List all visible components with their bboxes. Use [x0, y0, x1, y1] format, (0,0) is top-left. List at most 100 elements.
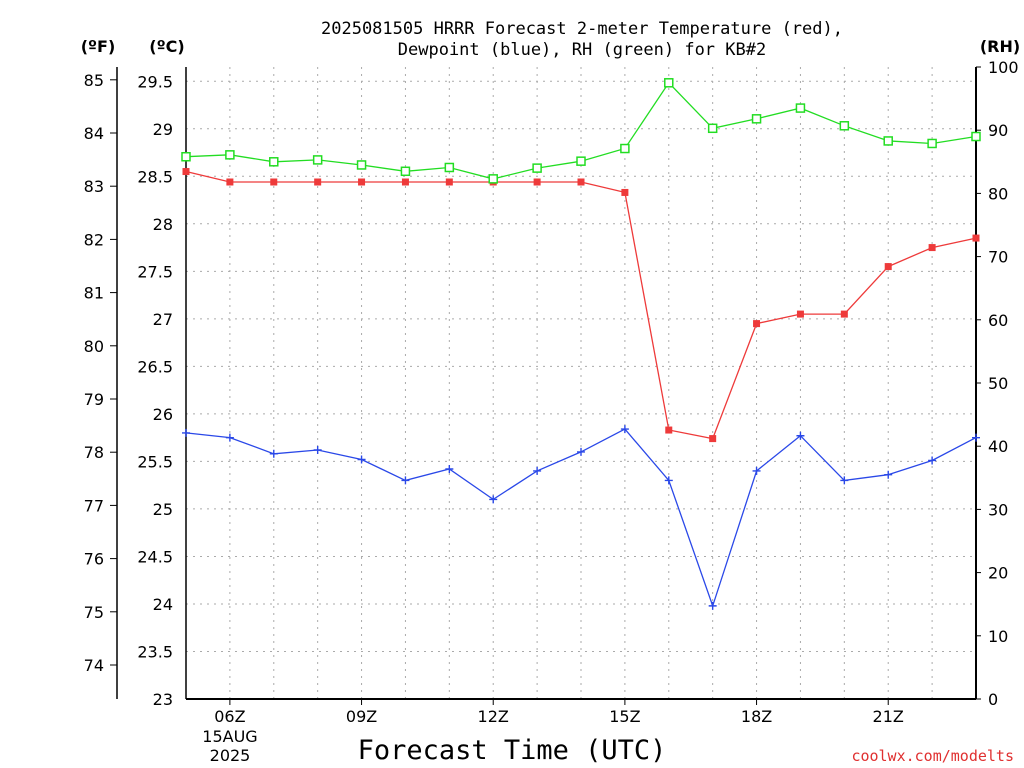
dewpoint-data-point — [752, 466, 761, 475]
rh-tick-label: 0 — [988, 690, 998, 709]
fahrenheit-tick-label: 85 — [84, 71, 104, 90]
x-tick-label: 18Z — [741, 707, 772, 726]
rh-tick-label: 100 — [988, 58, 1019, 77]
fahrenheit-tick-label: 75 — [84, 603, 104, 622]
celsius-tick-label: 27 — [153, 310, 173, 329]
x-tick-label: 15Z — [609, 707, 640, 726]
celsius-tick-label: 23.5 — [137, 642, 173, 661]
rh-tick-label: 60 — [988, 311, 1008, 330]
rh-data-point — [181, 151, 191, 162]
dewpoint-data-point — [708, 601, 717, 610]
rh-data-point — [707, 123, 718, 134]
fahrenheit-tick-label: 83 — [84, 177, 104, 196]
temperature-data-point — [358, 178, 366, 186]
fahrenheit-tick-label: 76 — [84, 550, 104, 569]
dewpoint-data-point — [928, 456, 937, 465]
temperature-data-point — [665, 426, 673, 434]
celsius-tick-label: 24.5 — [137, 547, 173, 566]
temperature-data-point — [226, 178, 234, 186]
axes: 06Z 09Z 12Z 15Z 18Z 21Z 23 23.5 24 24.5 25 25.5 26 26… — [84, 58, 1019, 726]
rh-data-point — [400, 166, 411, 177]
fahrenheit-tick-label: 81 — [84, 284, 104, 303]
temperature-data-point — [314, 178, 322, 186]
fahrenheit-tick-label: 77 — [84, 496, 104, 515]
rh-data-point — [269, 157, 279, 167]
rh-data-point — [795, 103, 806, 113]
dewpoint-data-point — [664, 476, 673, 485]
rh-data-point — [356, 160, 367, 170]
celsius-axis-unit: (ºC) — [149, 37, 184, 56]
fahrenheit-tick-label: 82 — [84, 230, 104, 249]
grid-lines — [186, 67, 976, 700]
chart-title-line-1: 2025081505 HRRR Forecast 2-meter Tempera… — [321, 19, 843, 39]
rh-data-point — [444, 162, 455, 173]
temperature-data-point — [577, 178, 585, 186]
rh-data-point — [927, 138, 937, 149]
celsius-tick-label: 24 — [153, 595, 173, 614]
rh-tick-label: 10 — [988, 627, 1008, 646]
fahrenheit-tick-label: 78 — [84, 443, 104, 462]
temperature-data-point — [621, 188, 629, 196]
temperature-data-point — [972, 234, 980, 242]
dewpoint-data-point — [884, 470, 893, 479]
dewpoint-data-point — [182, 428, 190, 437]
temperature-data-point — [709, 435, 717, 443]
dewpoint-data-point — [840, 476, 849, 485]
dewpoint-data-point — [796, 431, 805, 440]
celsius-tick-label: 29.5 — [137, 72, 173, 91]
rh-data-point — [971, 131, 981, 142]
dewpoint-data-point — [313, 446, 322, 455]
date-label-year: 2025 — [210, 746, 251, 765]
rh-data-point — [225, 150, 235, 160]
dewpoint-data-point — [445, 465, 454, 474]
temperature-data-point — [796, 310, 804, 318]
rh-data-point — [576, 156, 586, 166]
rh-data-point — [312, 155, 323, 165]
rh-tick-label: 90 — [988, 121, 1008, 140]
celsius-tick-label: 26.5 — [137, 357, 173, 376]
rh-tick-label: 30 — [988, 500, 1008, 519]
celsius-tick-label: 27.5 — [137, 262, 173, 281]
x-tick-label: 21Z — [873, 707, 904, 726]
rh-data-point — [751, 114, 762, 124]
dewpoint-data-point — [577, 447, 585, 456]
temperature-data-point — [401, 178, 409, 186]
fahrenheit-axis-unit: (ºF) — [81, 37, 116, 56]
rh-data-point — [532, 163, 542, 173]
fahrenheit-tick-label: 79 — [84, 390, 104, 409]
celsius-tick-label: 26 — [153, 405, 173, 424]
source-credit: coolwx.com/modelts — [851, 747, 1014, 765]
rh-tick-label: 80 — [988, 184, 1008, 203]
celsius-tick-label: 28.5 — [137, 167, 173, 186]
rh-data-point — [488, 174, 498, 184]
rh-data-point — [883, 136, 893, 146]
rh-axis-unit: (RH) — [980, 37, 1020, 56]
dewpoint-data-point — [972, 433, 980, 442]
temperature-data-point — [533, 178, 541, 186]
rh-tick-label: 50 — [988, 374, 1008, 393]
temperature-data-point — [884, 263, 892, 271]
fahrenheit-tick-label: 74 — [84, 656, 104, 675]
celsius-tick-label: 25.5 — [137, 452, 173, 471]
rh-data-point — [664, 78, 674, 88]
date-label-day: 15AUG — [202, 727, 257, 746]
dewpoint-data-point — [225, 433, 234, 442]
temperature-data-point — [270, 178, 278, 186]
dewpoint-data-point — [357, 455, 366, 464]
rh-tick-label: 40 — [988, 437, 1008, 456]
x-tick-label: 09Z — [346, 707, 377, 726]
rh-tick-label: 20 — [988, 564, 1008, 583]
temperature-data-point — [445, 178, 453, 186]
rh-data-point — [839, 121, 850, 131]
data-series — [181, 78, 981, 610]
x-tick-label: 06Z — [214, 707, 245, 726]
x-tick-label: 12Z — [478, 707, 509, 726]
temperature-data-point — [753, 320, 761, 328]
temperature-data-point — [840, 310, 848, 318]
dewpoint-data-point — [401, 476, 410, 485]
celsius-tick-label: 29 — [153, 120, 173, 139]
dewpoint-data-point — [489, 495, 498, 504]
temperature-data-point — [928, 244, 936, 252]
celsius-tick-label: 25 — [153, 500, 173, 519]
